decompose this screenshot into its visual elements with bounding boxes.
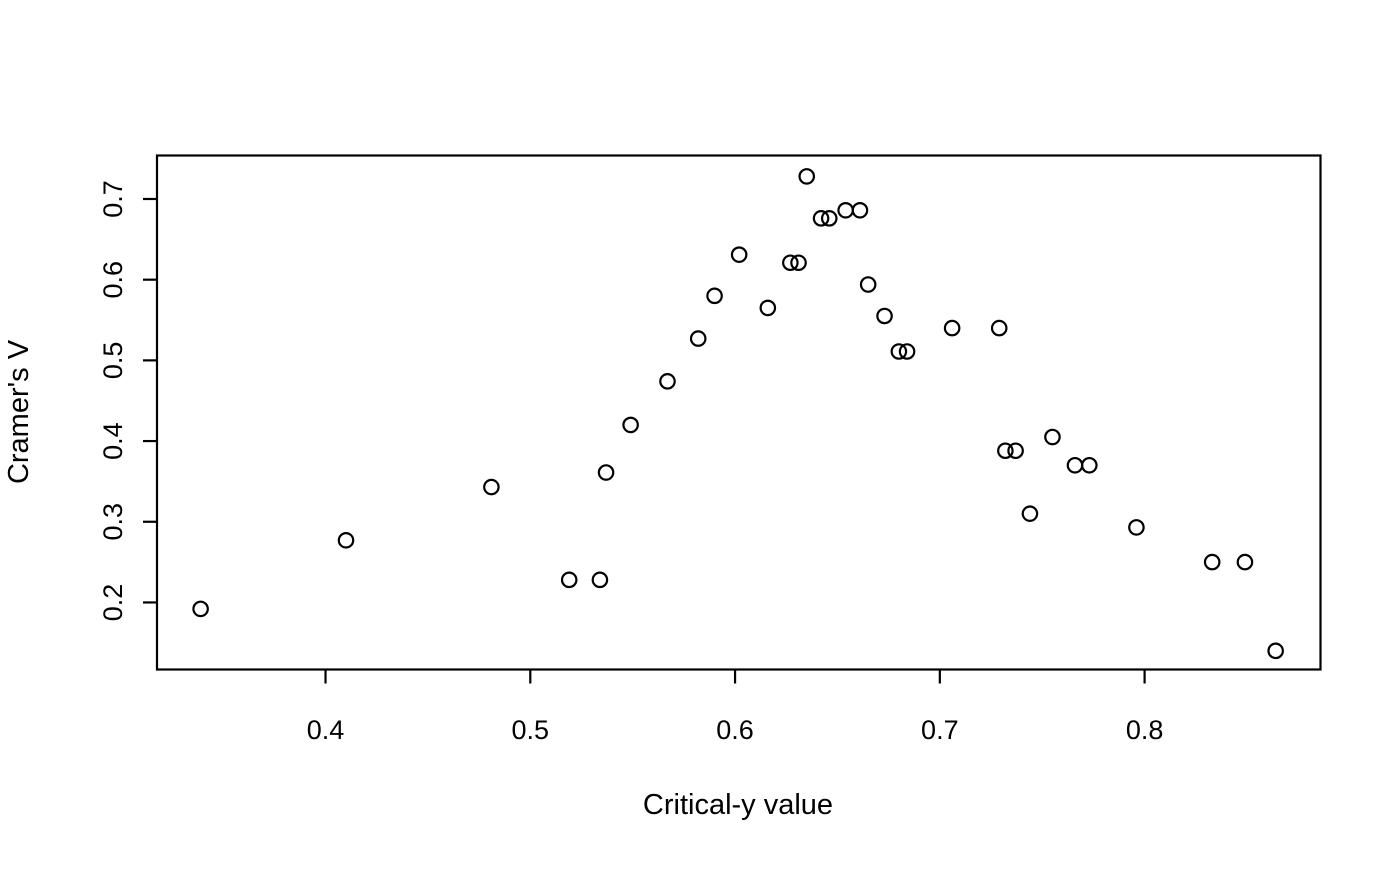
- data-point: [597, 464, 615, 481]
- data-point: [689, 330, 707, 347]
- data-point: [898, 343, 916, 360]
- y-tick-label: 0.2: [98, 584, 128, 622]
- x-tick-label: 0.4: [307, 715, 345, 745]
- data-point: [560, 571, 578, 589]
- data-point: [192, 600, 209, 618]
- plot-box: [155, 154, 1322, 671]
- data-point: [1128, 519, 1145, 536]
- data-point: [782, 254, 799, 272]
- data-point: [837, 201, 854, 219]
- data-point: [706, 287, 723, 305]
- y-tick-label: 0.7: [98, 180, 128, 218]
- y-tick-label: 0.3: [98, 503, 128, 541]
- x-tick-label: 0.8: [1126, 715, 1164, 745]
- y-tick-label: 0.4: [98, 422, 128, 460]
- data-point: [1044, 428, 1061, 446]
- data-point: [1203, 553, 1221, 571]
- data-point: [990, 319, 1008, 337]
- data-point: [859, 276, 877, 293]
- plot-frame: [155, 154, 1322, 671]
- data-point: [622, 416, 639, 434]
- data-point: [790, 254, 807, 272]
- data-point: [876, 307, 893, 325]
- data-point: [820, 210, 838, 227]
- data-point: [337, 532, 355, 549]
- y-tick-label: 0.6: [98, 261, 128, 299]
- data-point: [798, 168, 816, 185]
- data-point: [1081, 456, 1098, 474]
- data-point: [659, 373, 676, 390]
- data-point: [1007, 442, 1024, 460]
- data-point: [851, 201, 869, 219]
- y-axis-label: Cramer's V: [3, 339, 35, 484]
- data-point: [1236, 553, 1254, 571]
- data-point: [1267, 642, 1284, 660]
- x-tick-label: 0.6: [716, 715, 754, 745]
- data-point: [890, 343, 908, 360]
- axis-ticks: 0.4 0.5 0.6 0.7 0.8 0.2 0.3 0.4 0.5 0.6 0.7: [98, 180, 1163, 745]
- x-axis-label: Critical-y value: [643, 789, 833, 821]
- data-point: [730, 246, 748, 263]
- x-tick-label: 0.5: [512, 715, 550, 745]
- data-point: [759, 299, 777, 317]
- data-points: [192, 168, 1284, 660]
- data-point: [943, 319, 961, 337]
- data-point: [591, 571, 609, 589]
- x-tick-label: 0.7: [921, 715, 959, 745]
- data-point: [997, 442, 1014, 460]
- data-point: [483, 478, 500, 496]
- y-tick-label: 0.5: [98, 342, 128, 380]
- data-point: [1066, 456, 1084, 474]
- data-point: [812, 210, 830, 227]
- data-point: [1021, 505, 1039, 522]
